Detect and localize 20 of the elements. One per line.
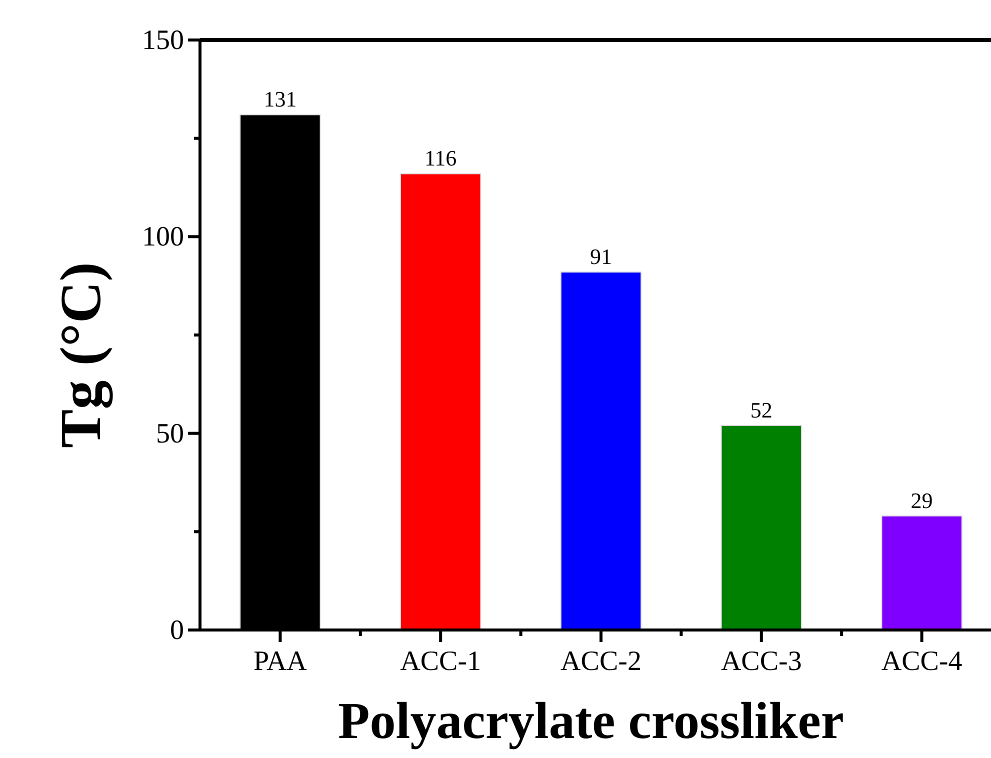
data-label: 29	[910, 488, 933, 513]
data-label: 116	[424, 146, 457, 171]
x-tick-label: ACC-1	[400, 646, 482, 677]
bar	[560, 272, 642, 630]
bar	[400, 173, 482, 630]
x-tick-label: ACC-3	[720, 646, 802, 677]
x-tick-label: ACC-2	[560, 646, 642, 677]
x-axis-title: Polyacrylate crossliker	[338, 693, 844, 750]
y-tick-label: 100	[142, 222, 184, 253]
bar	[881, 515, 962, 630]
x-tick-label: ACC-4	[881, 646, 962, 677]
y-axis-title: Tg (°C)	[48, 262, 113, 448]
data-label: 131	[264, 86, 297, 112]
bar	[720, 424, 802, 630]
data-label: 91	[590, 244, 612, 270]
y-tick-label: 150	[142, 24, 184, 56]
y-tick-label: 50	[156, 418, 184, 450]
y-tick-label: 0	[170, 614, 184, 646]
x-tick-label: PAA	[253, 646, 308, 677]
data-label: 52	[750, 397, 772, 422]
